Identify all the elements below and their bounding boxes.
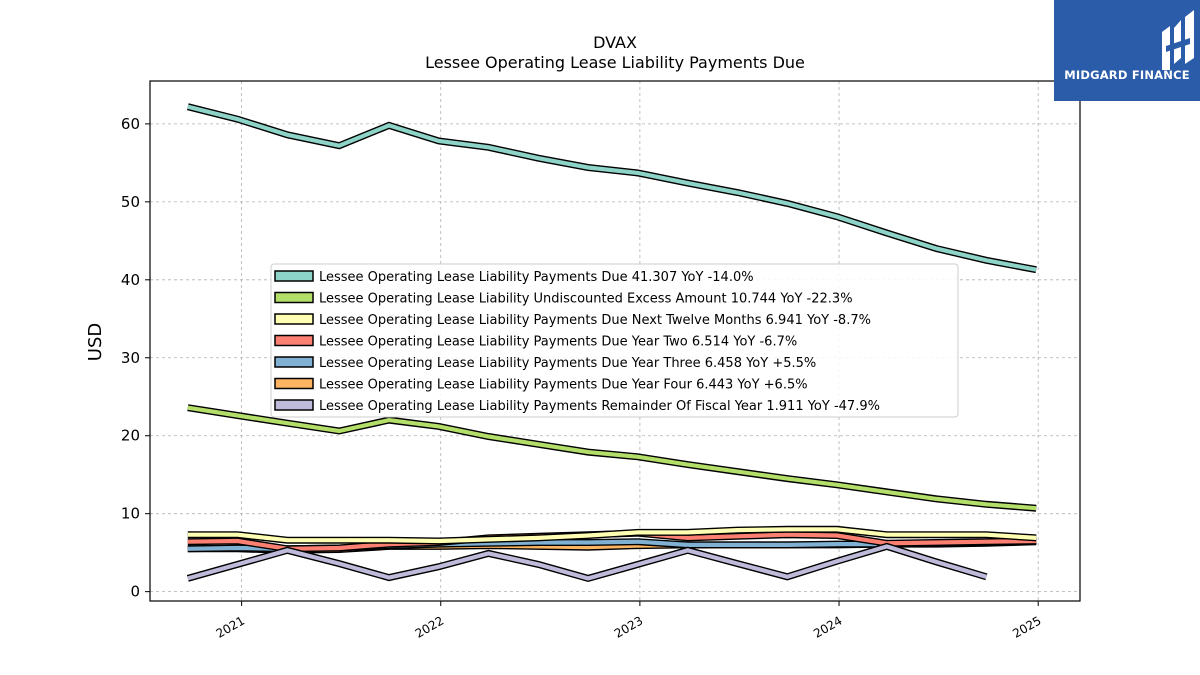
legend-entry: Lessee Operating Lease Liability Payment…	[274, 399, 880, 414]
brand-name: MIDGARD FINANCE	[1064, 68, 1190, 82]
legend-box	[270, 263, 959, 418]
legend-label: Lessee Operating Lease Liability Payment…	[319, 378, 808, 393]
legend-swatch	[274, 356, 314, 368]
legend-label: Lessee Operating Lease Liability Payment…	[319, 399, 880, 414]
series-1	[186, 103, 1037, 274]
x-tick-label: 2022	[413, 613, 446, 640]
x-axis: 2021 2022 2023 2024 2025	[214, 601, 1044, 641]
y-tick-label: 0	[130, 583, 140, 601]
legend-label: Lessee Operating Lease Liability Payment…	[319, 356, 816, 371]
legend-swatch	[274, 313, 314, 325]
chart-title: DVAX	[593, 33, 637, 52]
legend-swatch	[274, 377, 314, 390]
series-7	[186, 542, 988, 583]
x-tick-label: 2023	[612, 613, 645, 640]
y-axis-label: USD	[85, 323, 106, 361]
series-line	[187, 405, 1037, 511]
legend-entry: Lessee Operating Lease Liability Payment…	[274, 356, 816, 371]
legend-swatch	[274, 270, 314, 282]
x-tick-label: 2024	[811, 613, 844, 640]
midgard-logo-icon	[1162, 10, 1194, 70]
legend-entry: Lessee Operating Lease Liability Payment…	[274, 270, 754, 285]
y-axis: 0 10 20 30 40 50 60	[121, 115, 150, 601]
legend-label: Lessee Operating Lease Liability Payment…	[319, 270, 754, 285]
legend-entry: Lessee Operating Lease Liability Undisco…	[274, 291, 853, 307]
series-line	[187, 104, 1037, 272]
legend-label: Lessee Operating Lease Liability Payment…	[319, 335, 797, 350]
x-tick-label: 2025	[1010, 613, 1043, 640]
y-tick-label: 50	[121, 193, 140, 211]
legend-swatch	[274, 334, 314, 347]
series-line	[187, 527, 1037, 544]
y-tick-label: 60	[121, 115, 140, 133]
series-2	[187, 404, 1037, 512]
legend-entry: Lessee Operating Lease Liability Payment…	[274, 377, 808, 393]
y-tick-label: 40	[121, 271, 140, 289]
y-tick-label: 10	[121, 505, 140, 523]
legend-label: Lessee Operating Lease Liability Payment…	[319, 313, 871, 328]
legend-swatch	[274, 291, 314, 304]
series-layer	[186, 103, 1037, 583]
series-3	[187, 525, 1037, 545]
legend: Lessee Operating Lease Liability Payment…	[270, 263, 959, 418]
y-tick-label: 20	[121, 427, 140, 445]
legend-label: Lessee Operating Lease Liability Undisco…	[319, 292, 853, 307]
legend-entry: Lessee Operating Lease Liability Payment…	[274, 313, 871, 328]
brand-logo: MIDGARD FINANCE	[1054, 0, 1200, 101]
chart-subtitle: Lessee Operating Lease Liability Payment…	[425, 53, 805, 72]
legend-entry: Lessee Operating Lease Liability Payment…	[274, 334, 797, 350]
series-line-outline	[186, 103, 1037, 274]
x-tick-label: 2021	[214, 613, 247, 640]
y-tick-label: 30	[121, 349, 140, 367]
legend-swatch	[274, 399, 314, 411]
plot-frame	[149, 80, 1081, 602]
